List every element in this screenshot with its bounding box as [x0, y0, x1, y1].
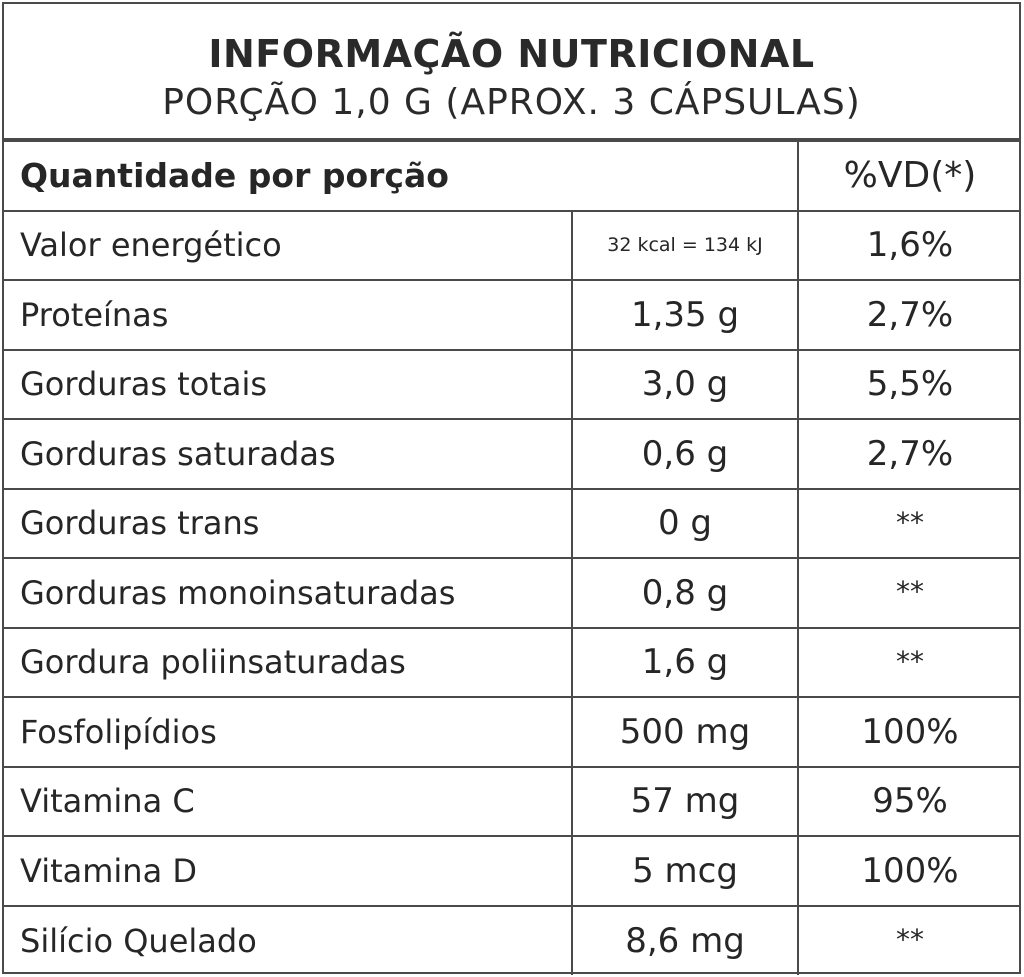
- nutrient-amount: 5 mcg: [571, 835, 799, 907]
- table-row: Gorduras monoinsaturadas 0,8 g **: [2, 557, 1021, 629]
- nutrient-amount: 8,6 mg: [571, 904, 799, 975]
- nutrient-amount: 1,35 g: [571, 279, 799, 351]
- nutrient-amount: 0,6 g: [571, 418, 799, 490]
- table-row: Gorduras totais 3,0 g 5,5%: [2, 348, 1021, 420]
- nutrient-daily-value: 2,7%: [797, 418, 1021, 490]
- nutrient-name: Gorduras monoinsaturadas: [2, 557, 573, 629]
- nutrient-amount: 3,0 g: [571, 348, 799, 420]
- nutrient-daily-value: **: [797, 626, 1021, 698]
- nutrient-name: Proteínas: [2, 279, 573, 351]
- daily-value-header: %VD(*): [797, 140, 1021, 212]
- nutrient-daily-value: 100%: [797, 696, 1021, 768]
- nutrition-table: Quantidade por porção %VD(*) Valor energ…: [2, 140, 1021, 975]
- quantity-header: Quantidade por porção: [2, 140, 799, 212]
- table-row: Silício Quelado 8,6 mg **: [2, 904, 1021, 975]
- table-row: Gorduras trans 0 g **: [2, 487, 1021, 559]
- nutrient-daily-value: 5,5%: [797, 348, 1021, 420]
- nutrient-name: Gorduras totais: [2, 348, 573, 420]
- nutrient-name: Gordura poliinsaturadas: [2, 626, 573, 698]
- nutrient-daily-value: 1,6%: [797, 209, 1021, 281]
- nutrient-name: Gorduras saturadas: [2, 418, 573, 490]
- nutrient-daily-value: 2,7%: [797, 279, 1021, 351]
- nutrient-daily-value: **: [797, 487, 1021, 559]
- nutrient-amount: 0 g: [571, 487, 799, 559]
- nutrient-daily-value: **: [797, 904, 1021, 975]
- label-title: INFORMAÇÃO NUTRICIONAL: [208, 32, 815, 76]
- nutrient-name: Fosfolipídios: [2, 696, 573, 768]
- table-row: Proteínas 1,35 g 2,7%: [2, 279, 1021, 351]
- nutrient-amount: 0,8 g: [571, 557, 799, 629]
- table-row: Gordura poliinsaturadas 1,6 g **: [2, 626, 1021, 698]
- nutrient-daily-value: 100%: [797, 835, 1021, 907]
- nutrient-amount: 32 kcal = 134 kJ: [571, 209, 799, 281]
- title-block: INFORMAÇÃO NUTRICIONAL PORÇÃO 1,0 G (APR…: [2, 2, 1021, 140]
- nutrient-name: Vitamina D: [2, 835, 573, 907]
- serving-size: PORÇÃO 1,0 G (APROX. 3 CÁPSULAS): [162, 82, 861, 123]
- nutrient-name: Vitamina C: [2, 765, 573, 837]
- table-row: Fosfolipídios 500 mg 100%: [2, 696, 1021, 768]
- nutrient-name: Valor energético: [2, 209, 573, 281]
- table-header-row: Quantidade por porção %VD(*): [2, 140, 1021, 212]
- nutrient-daily-value: 95%: [797, 765, 1021, 837]
- nutrient-daily-value: **: [797, 557, 1021, 629]
- table-row: Vitamina C 57 mg 95%: [2, 765, 1021, 837]
- nutrient-name: Silício Quelado: [2, 904, 573, 975]
- table-row: Vitamina D 5 mcg 100%: [2, 835, 1021, 907]
- nutrient-amount: 1,6 g: [571, 626, 799, 698]
- table-row: Valor energético 32 kcal = 134 kJ 1,6%: [2, 209, 1021, 281]
- table-row: Gorduras saturadas 0,6 g 2,7%: [2, 418, 1021, 490]
- nutrient-name: Gorduras trans: [2, 487, 573, 559]
- nutrient-amount: 57 mg: [571, 765, 799, 837]
- nutrient-amount: 500 mg: [571, 696, 799, 768]
